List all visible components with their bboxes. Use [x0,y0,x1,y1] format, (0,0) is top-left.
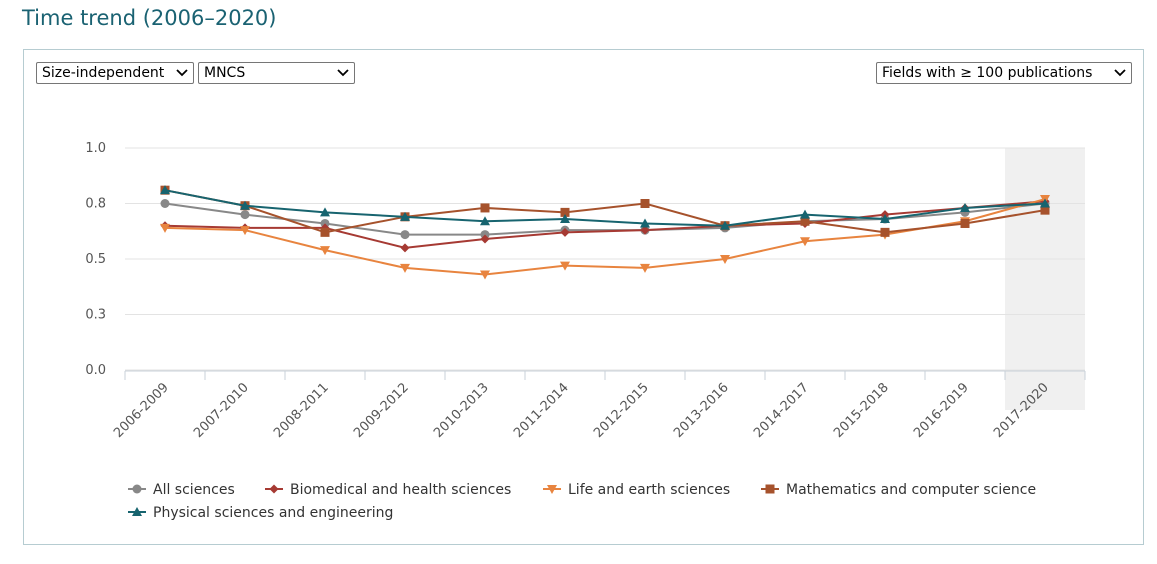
series-1 [160,196,1050,253]
marker-diamond [269,484,279,494]
fields-filter-select[interactable]: Fields with ≥ 100 publications [876,62,1132,84]
marker-circle [132,484,142,494]
legend-label: Mathematics and computer science [786,482,1036,498]
series-4 [160,185,1050,230]
marker-circle [400,230,410,240]
x-tick-label: 2007-2010 [191,380,252,441]
chevron-down-icon [337,69,349,77]
series-line [164,198,1046,276]
marker-square [960,218,970,228]
legend-item[interactable]: Mathematics and computer science [761,482,1036,498]
highlight-band [1005,148,1085,410]
x-tick-label: 2006-2009 [111,380,172,441]
marker-triangle-down [560,261,570,271]
marker-square [480,203,490,213]
indicator-type-value: Size-independent [42,65,165,81]
marker-triangle-down [160,223,170,233]
marker-diamond [640,225,650,235]
y-tick-label: 0.3 [85,308,106,323]
indicator-type-select[interactable]: Size-independent [36,62,194,84]
marker-triangle-down [480,270,490,280]
marker-triangle-down [800,237,810,247]
x-tick-label: 2008-2011 [271,380,332,441]
legend-label: Biomedical and health sciences [290,482,511,498]
marker-square [560,207,570,217]
marker-triangle-down [640,263,650,273]
legend-item[interactable]: Biomedical and health sciences [265,482,511,498]
x-tick-label: 2016-2019 [911,380,972,441]
y-tick-label: 0.8 [85,197,106,212]
x-tick-label: 2011-2014 [511,380,572,441]
legend-item[interactable]: All sciences [128,482,235,498]
marker-circle [240,210,250,220]
marker-triangle-up [560,214,570,224]
x-tick-label: 2012-2015 [591,380,652,441]
y-tick-label: 1.0 [85,141,106,156]
x-tick-label: 2013-2016 [671,380,732,441]
marker-triangle-up [132,507,142,516]
marker-square [1040,205,1050,215]
marker-triangle-up [480,216,490,226]
marker-triangle-up [800,209,810,219]
y-tick-label: 0.0 [85,363,106,378]
legend-label: All sciences [153,482,235,498]
legend-label: Physical sciences and engineering [153,505,393,521]
chevron-down-icon [176,69,188,77]
marker-square [765,484,775,494]
marker-square [800,216,810,226]
series-0 [160,199,1050,240]
marker-square [320,227,330,237]
marker-triangle-up [960,202,970,212]
indicator-value: MNCS [204,65,246,81]
marker-triangle-down [240,226,250,236]
marker-triangle-up [1040,198,1050,208]
x-tick-label: 2014-2017 [751,380,812,441]
marker-circle [160,199,170,208]
marker-square [880,227,890,237]
marker-triangle-up [240,200,250,210]
fields-filter-value: Fields with ≥ 100 publications [882,65,1093,81]
indicator-select[interactable]: MNCS [198,62,355,84]
marker-triangle-up [160,185,170,195]
page-title: Time trend (2006–2020) [22,6,277,30]
series-line [164,189,1046,227]
marker-square [640,199,650,208]
marker-diamond [560,227,570,237]
x-tick-label: 2010-2013 [431,380,492,441]
marker-triangle-down [400,263,410,273]
marker-diamond [480,234,490,244]
series-line [164,189,1046,234]
legend-item[interactable]: Physical sciences and engineering [128,505,393,521]
marker-triangle-up [320,207,330,217]
y-tick-label: 0.5 [85,252,106,267]
marker-triangle-down [720,255,730,264]
marker-triangle-up [880,214,890,224]
marker-triangle-up [400,211,410,221]
legend-label: Life and earth sciences [568,482,730,498]
x-tick-label: 2009-2012 [351,380,412,441]
marker-diamond [400,243,410,253]
x-tick-label: 2015-2018 [831,380,892,441]
marker-triangle-down [547,485,557,494]
marker-triangle-up [640,218,650,228]
marker-triangle-up [720,220,730,230]
marker-triangle-down [320,246,330,256]
legend-item[interactable]: Life and earth sciences [543,482,730,498]
chevron-down-icon [1114,69,1126,77]
chart-panel: Size-independent MNCS Fields with ≥ 100 … [23,49,1144,545]
